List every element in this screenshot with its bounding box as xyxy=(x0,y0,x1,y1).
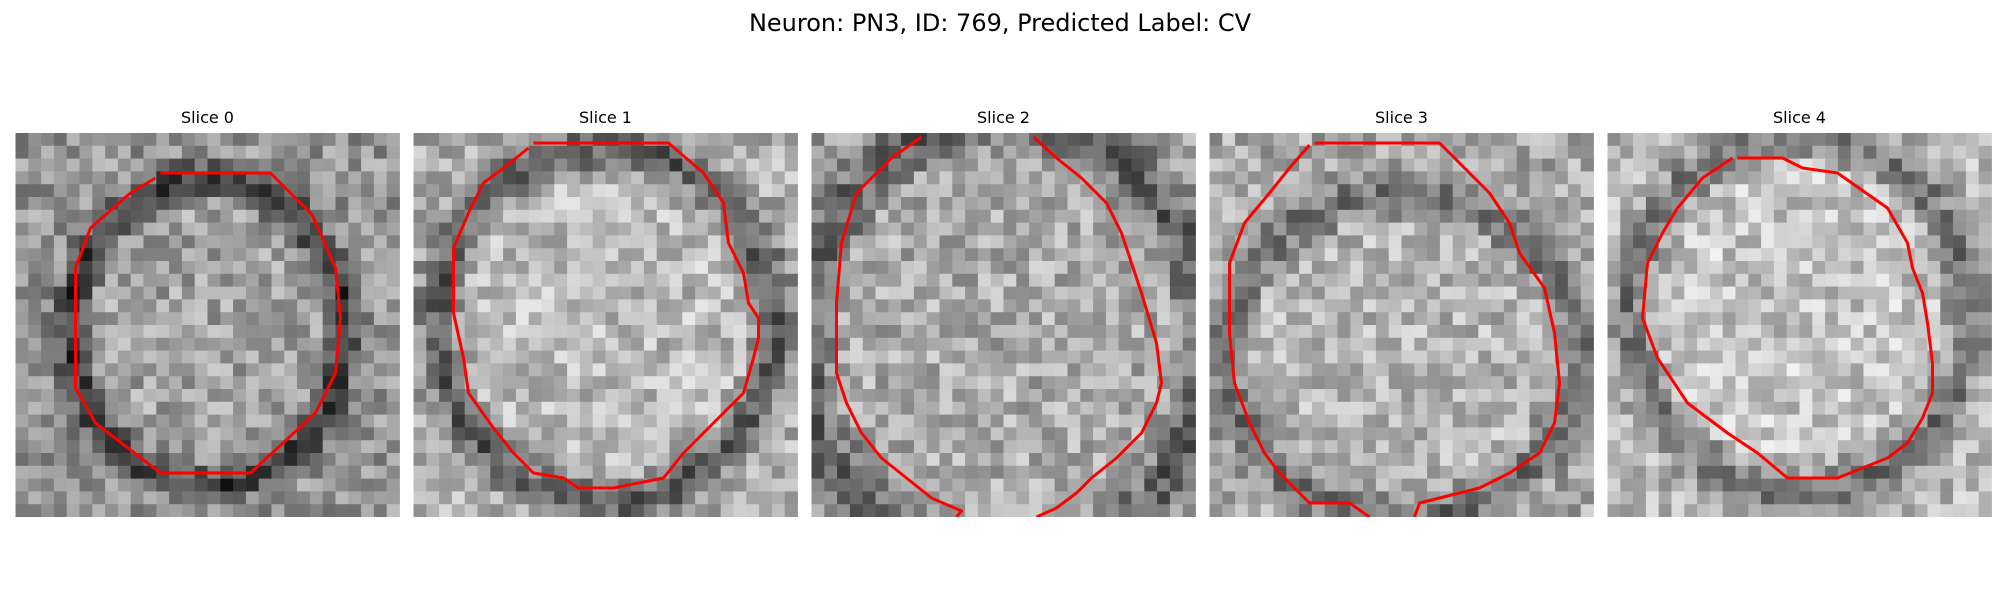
slice-panel-0: Slice 0 xyxy=(15,107,400,517)
slice-panel-4: Slice 4 xyxy=(1607,107,1992,517)
slice-title-0: Slice 0 xyxy=(15,107,400,129)
grayscale-pixels-4 xyxy=(1608,133,1992,517)
grayscale-pixels-3 xyxy=(1210,133,1594,517)
slice-image-4 xyxy=(1607,133,1992,517)
grayscale-pixels-0 xyxy=(16,133,400,517)
slice-image-0 xyxy=(15,133,400,517)
slice-title-2: Slice 2 xyxy=(811,107,1196,129)
slice-title-3: Slice 3 xyxy=(1209,107,1594,129)
slice-panel-3: Slice 3 xyxy=(1209,107,1594,517)
slice-image-1 xyxy=(413,133,798,517)
grayscale-pixels-1 xyxy=(414,133,798,517)
slice-panel-2: Slice 2 xyxy=(811,107,1196,517)
slice-title-1: Slice 1 xyxy=(413,107,798,129)
slice-image-3 xyxy=(1209,133,1594,517)
slice-panel-1: Slice 1 xyxy=(413,107,798,517)
slice-image-2 xyxy=(811,133,1196,517)
slice-title-4: Slice 4 xyxy=(1607,107,1992,129)
figure-title: Neuron: PN3, ID: 769, Predicted Label: C… xyxy=(0,6,2000,40)
grayscale-pixels-2 xyxy=(812,133,1196,517)
